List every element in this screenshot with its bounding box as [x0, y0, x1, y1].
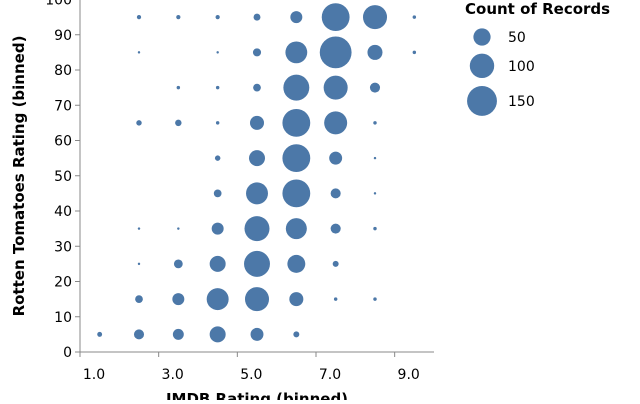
point	[373, 121, 377, 125]
legend-label: 100	[508, 59, 535, 75]
point	[211, 222, 224, 235]
x-tick-label: 7.0	[319, 367, 341, 383]
point	[249, 115, 265, 130]
point	[333, 297, 338, 301]
point	[373, 297, 377, 301]
point	[324, 111, 348, 135]
point	[330, 188, 341, 199]
y-tick-label: 70	[54, 98, 72, 114]
point	[250, 327, 264, 341]
x-tick-label: 5.0	[240, 367, 262, 383]
point	[289, 292, 304, 307]
point	[215, 15, 220, 20]
point	[367, 44, 383, 60]
point	[412, 15, 417, 19]
point	[369, 82, 381, 93]
legend-label: 150	[508, 94, 535, 110]
point	[412, 50, 417, 55]
point	[173, 259, 183, 269]
point	[172, 293, 185, 306]
legend-symbol	[473, 28, 491, 46]
point	[319, 36, 352, 69]
y-tick-label: 60	[54, 134, 72, 150]
point	[282, 108, 311, 137]
point	[282, 144, 311, 173]
point	[175, 119, 182, 127]
point	[215, 121, 220, 125]
point	[253, 13, 261, 21]
point	[244, 216, 270, 242]
legend-symbol	[467, 86, 497, 116]
point	[244, 250, 270, 277]
y-tick-label: 0	[63, 345, 72, 361]
point	[213, 189, 222, 198]
point	[135, 295, 143, 303]
point	[215, 85, 220, 90]
legend-title: Count of Records	[465, 0, 610, 18]
point	[216, 51, 219, 54]
point	[253, 83, 261, 92]
point	[373, 192, 377, 195]
point	[330, 223, 341, 234]
point	[137, 227, 141, 230]
y-tick-label: 20	[54, 275, 72, 291]
point	[176, 15, 181, 20]
y-tick-label: 50	[54, 169, 72, 185]
point	[282, 179, 311, 208]
y-tick-label: 80	[54, 63, 72, 79]
point	[136, 120, 142, 126]
point	[172, 328, 184, 340]
point	[329, 151, 343, 165]
point	[323, 75, 348, 100]
point	[214, 155, 221, 161]
point	[285, 41, 308, 64]
point	[137, 51, 141, 54]
point	[176, 85, 181, 90]
x-axis-title: IMDB Rating (binned)	[166, 390, 348, 400]
point	[244, 287, 270, 312]
point	[285, 218, 307, 240]
point	[248, 150, 266, 167]
y-tick-label: 40	[54, 204, 72, 220]
legend-label: 50	[508, 30, 526, 46]
point	[209, 255, 226, 272]
point	[321, 3, 350, 32]
point	[137, 262, 141, 266]
point	[290, 11, 303, 24]
x-tick-label: 9.0	[398, 367, 420, 383]
point	[287, 254, 306, 273]
point	[136, 15, 142, 20]
point	[283, 74, 310, 101]
y-tick-label: 90	[54, 28, 72, 44]
y-tick-label: 10	[54, 310, 72, 326]
point	[373, 226, 377, 231]
x-tick-label: 3.0	[162, 367, 184, 383]
point	[177, 227, 180, 230]
point	[362, 5, 388, 30]
point	[133, 329, 145, 340]
x-tick-label: 1.0	[83, 367, 105, 383]
point	[293, 331, 300, 338]
point	[252, 48, 262, 57]
y-tick-label: 100	[45, 0, 72, 9]
point	[209, 326, 226, 343]
point	[373, 156, 377, 160]
point	[332, 260, 339, 267]
point	[206, 288, 229, 311]
point	[97, 331, 103, 337]
y-tick-label: 30	[54, 239, 72, 255]
y-axis-title: Rotten Tomatoes Rating (binned)	[10, 36, 28, 317]
point	[246, 182, 268, 205]
legend-symbol	[469, 53, 495, 79]
